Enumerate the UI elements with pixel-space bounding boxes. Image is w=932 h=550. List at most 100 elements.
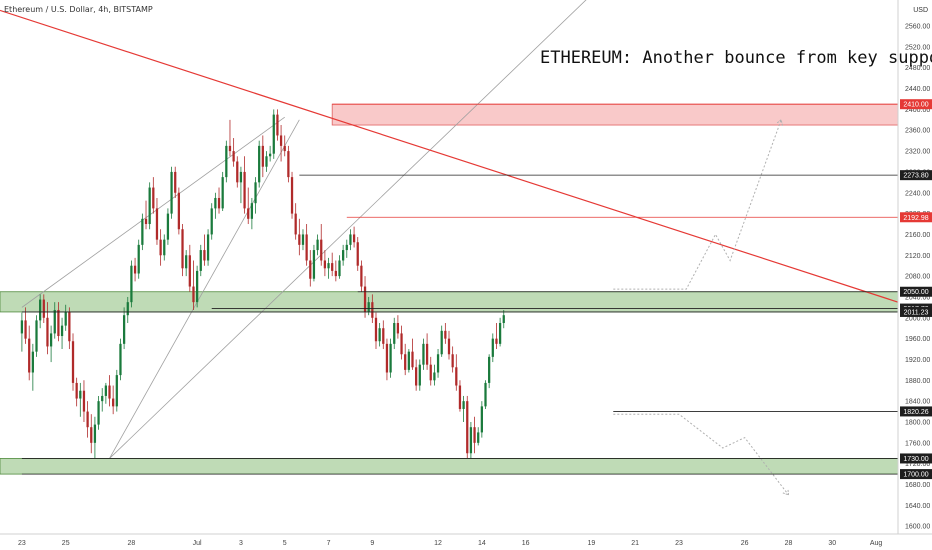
candle bbox=[396, 315, 400, 339]
candle bbox=[352, 226, 356, 248]
time-tick-label: 30 bbox=[828, 540, 836, 547]
candle bbox=[90, 414, 93, 454]
candle bbox=[444, 323, 447, 344]
candle bbox=[86, 401, 89, 438]
candle bbox=[188, 244, 191, 292]
candle bbox=[137, 239, 140, 279]
time-tick-label: 3 bbox=[239, 540, 243, 547]
candle-body bbox=[378, 328, 381, 342]
price-badges: 2410.002273.802192.982050.002017.702011.… bbox=[900, 99, 932, 480]
candle bbox=[130, 260, 133, 308]
candle bbox=[133, 257, 137, 282]
candle-body bbox=[462, 401, 465, 409]
candle-body bbox=[458, 385, 462, 409]
candle bbox=[455, 354, 458, 391]
candle-body bbox=[39, 299, 42, 321]
time-tick-label: 14 bbox=[478, 540, 486, 547]
candle bbox=[39, 294, 42, 329]
candle-body bbox=[331, 263, 334, 271]
candle bbox=[232, 138, 235, 167]
candle-body bbox=[367, 302, 370, 312]
channel-line-2 bbox=[109, 0, 587, 459]
price-tick-label: 1760.00 bbox=[905, 440, 930, 447]
candle bbox=[429, 356, 432, 386]
price-tick-label: 1920.00 bbox=[905, 357, 930, 364]
candle-body bbox=[276, 114, 279, 136]
candle-body bbox=[382, 328, 385, 344]
candle-body bbox=[133, 265, 137, 274]
candle-body bbox=[181, 229, 184, 269]
price-tick-label: 1640.00 bbox=[905, 503, 930, 510]
candle bbox=[210, 203, 213, 240]
candle-body bbox=[35, 320, 38, 352]
candle bbox=[411, 338, 414, 370]
candle-body bbox=[192, 286, 195, 303]
candle-body bbox=[440, 330, 443, 355]
candle-body bbox=[422, 343, 425, 365]
candle-body bbox=[203, 250, 206, 261]
candle bbox=[415, 359, 418, 391]
candle bbox=[115, 369, 118, 412]
candle bbox=[433, 364, 436, 386]
candle-body bbox=[305, 234, 308, 261]
candle bbox=[349, 229, 352, 251]
candle-body bbox=[112, 398, 115, 407]
candle bbox=[163, 234, 166, 261]
candle-body bbox=[469, 427, 473, 454]
candle-body bbox=[126, 302, 129, 316]
candle bbox=[495, 323, 498, 350]
candle-body bbox=[258, 145, 261, 183]
candle-body bbox=[309, 260, 312, 279]
candle-body bbox=[152, 187, 155, 209]
price-badge bbox=[900, 99, 932, 110]
candles-layer bbox=[20, 109, 505, 459]
currency-label: USD bbox=[913, 7, 928, 14]
candle bbox=[309, 250, 312, 287]
candle-body bbox=[46, 317, 49, 347]
candle-body bbox=[444, 330, 447, 339]
candle-body bbox=[20, 320, 24, 334]
candle bbox=[104, 382, 107, 404]
candle-body bbox=[301, 234, 305, 245]
candle bbox=[488, 354, 491, 389]
price-tick-label: 1680.00 bbox=[905, 482, 930, 489]
candle bbox=[28, 325, 31, 381]
candle-body bbox=[371, 302, 374, 318]
candle bbox=[57, 302, 60, 342]
candle-body bbox=[239, 171, 243, 183]
channel-line-0 bbox=[109, 119, 300, 459]
chart-annotation: ETHEREUM: Another bounce from key suppor… bbox=[540, 48, 932, 68]
time-tick-label: 12 bbox=[434, 540, 442, 547]
time-axis[interactable]: 23 25 28 Jul 3 5 7 9 12 14 16 19 21 23 26 28 30 Aug bbox=[18, 540, 882, 547]
candle bbox=[316, 234, 319, 256]
candle bbox=[363, 276, 367, 318]
time-tick-label: 23 bbox=[18, 540, 26, 547]
candle-body bbox=[290, 177, 294, 214]
candle-body bbox=[210, 208, 213, 235]
candle bbox=[327, 257, 330, 279]
price-badge bbox=[900, 306, 932, 317]
price-tick-label: 2320.00 bbox=[905, 149, 930, 156]
candle-body bbox=[24, 320, 27, 339]
candle bbox=[75, 377, 78, 407]
price-badge-label: 1820.26 bbox=[903, 409, 928, 416]
candle bbox=[276, 109, 279, 141]
candle bbox=[254, 177, 257, 214]
candle bbox=[236, 156, 239, 188]
candle bbox=[334, 260, 337, 282]
candle-body bbox=[250, 203, 254, 219]
candle bbox=[360, 260, 363, 292]
candle-body bbox=[466, 401, 469, 454]
candle bbox=[283, 135, 286, 157]
candle-body bbox=[122, 315, 126, 344]
time-tick-label: 9 bbox=[370, 540, 374, 547]
price-badge-label: 2192.98 bbox=[903, 215, 928, 222]
price-badge bbox=[900, 469, 932, 480]
candle bbox=[374, 312, 378, 350]
candle bbox=[185, 250, 188, 277]
candle-body bbox=[104, 385, 107, 396]
candle-body bbox=[342, 250, 345, 261]
candle-body bbox=[159, 239, 162, 256]
time-tick-label: 16 bbox=[522, 540, 530, 547]
